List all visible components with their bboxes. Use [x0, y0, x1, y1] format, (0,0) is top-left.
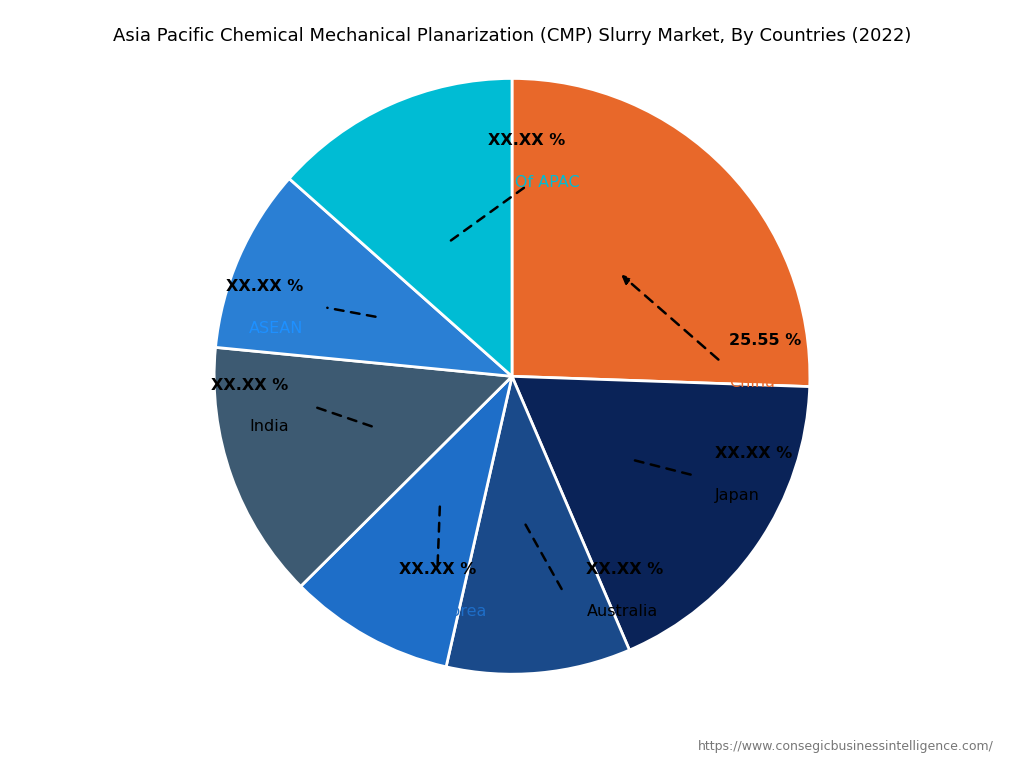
Wedge shape [289, 78, 512, 376]
Wedge shape [512, 376, 810, 650]
Text: India: India [249, 419, 289, 435]
Text: Asia Pacific Chemical Mechanical Planarization (CMP) Slurry Market, By Countries: Asia Pacific Chemical Mechanical Planari… [113, 27, 911, 45]
Text: ASEAN: ASEAN [249, 321, 303, 336]
Text: XX.XX %: XX.XX % [715, 446, 792, 462]
Text: Japan: Japan [715, 488, 760, 503]
Wedge shape [446, 376, 630, 674]
Text: XX.XX %: XX.XX % [488, 134, 565, 148]
Text: South Korea: South Korea [389, 604, 486, 619]
Text: Australia: Australia [587, 604, 657, 619]
Text: 25.55 %: 25.55 % [729, 333, 802, 348]
Text: Rest Of APAC: Rest Of APAC [474, 175, 580, 190]
Text: China: China [729, 375, 775, 390]
Wedge shape [301, 376, 512, 667]
Text: XX.XX %: XX.XX % [226, 280, 303, 294]
Text: XX.XX %: XX.XX % [399, 562, 476, 578]
Wedge shape [215, 179, 512, 376]
Wedge shape [214, 347, 512, 586]
Wedge shape [512, 78, 810, 386]
Text: XX.XX %: XX.XX % [587, 562, 664, 578]
Text: https://www.consegicbusinessintelligence.com/: https://www.consegicbusinessintelligence… [697, 740, 993, 753]
Text: XX.XX %: XX.XX % [211, 378, 289, 392]
